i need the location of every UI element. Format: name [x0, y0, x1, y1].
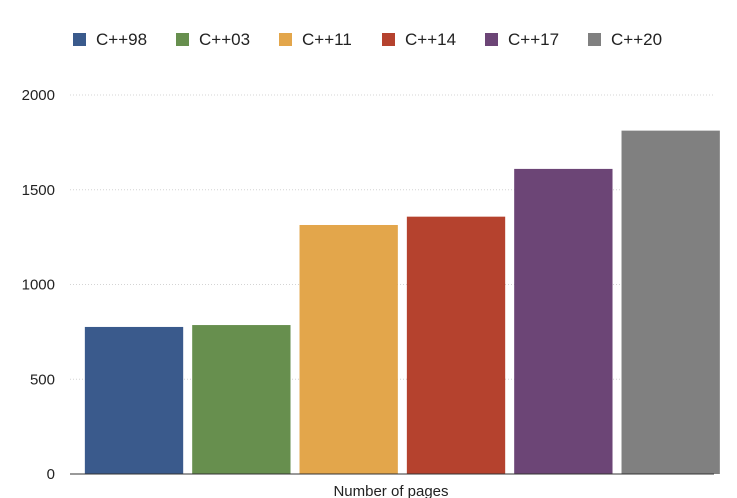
y-axis: 0 500 1000 1500 2000: [22, 87, 55, 483]
bar-cpp03: [192, 325, 291, 474]
legend-swatch: [485, 33, 498, 46]
legend-item: C++14: [382, 30, 456, 49]
legend-item: C++11: [279, 30, 352, 49]
legend-label: C++11: [302, 30, 352, 49]
bar-cpp11: [299, 224, 398, 474]
legend-swatch: [176, 33, 189, 46]
bar-cpp20: [621, 130, 720, 474]
legend-item: C++17: [485, 30, 559, 49]
legend-label: C++20: [611, 30, 662, 49]
legend-label: C++03: [199, 30, 250, 49]
legend-label: C++14: [405, 30, 456, 49]
y-tick-label: 1000: [22, 277, 55, 294]
x-axis-title: Number of pages: [333, 483, 448, 498]
bars: [84, 130, 720, 474]
legend-swatch: [279, 33, 292, 46]
y-tick-label: 0: [47, 466, 55, 483]
legend-label: C++17: [508, 30, 559, 49]
legend-swatch: [382, 33, 395, 46]
legend: C++98 C++03 C++11 C++14 C++17 C++20: [73, 30, 662, 49]
legend-swatch: [588, 33, 601, 46]
legend-item: C++98: [73, 30, 147, 49]
legend-item: C++03: [176, 30, 250, 49]
legend-item: C++20: [588, 30, 662, 49]
bar-cpp14: [406, 216, 506, 474]
y-tick-label: 1500: [22, 182, 55, 199]
y-tick-label: 2000: [22, 87, 55, 104]
y-tick-label: 500: [30, 371, 55, 388]
legend-label: C++98: [96, 30, 147, 49]
legend-swatch: [73, 33, 86, 46]
bar-cpp98: [84, 326, 184, 474]
bar-cpp17: [514, 168, 613, 474]
